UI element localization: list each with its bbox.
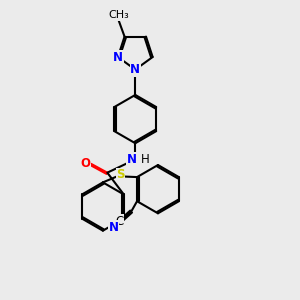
Text: S: S <box>116 168 125 181</box>
Text: CH₃: CH₃ <box>108 10 129 20</box>
Text: N: N <box>127 153 137 166</box>
Text: N: N <box>109 220 118 234</box>
Text: C: C <box>115 215 124 228</box>
Text: H: H <box>141 153 150 166</box>
Text: N: N <box>130 63 140 76</box>
Text: N: N <box>113 50 123 64</box>
Text: O: O <box>80 157 90 170</box>
